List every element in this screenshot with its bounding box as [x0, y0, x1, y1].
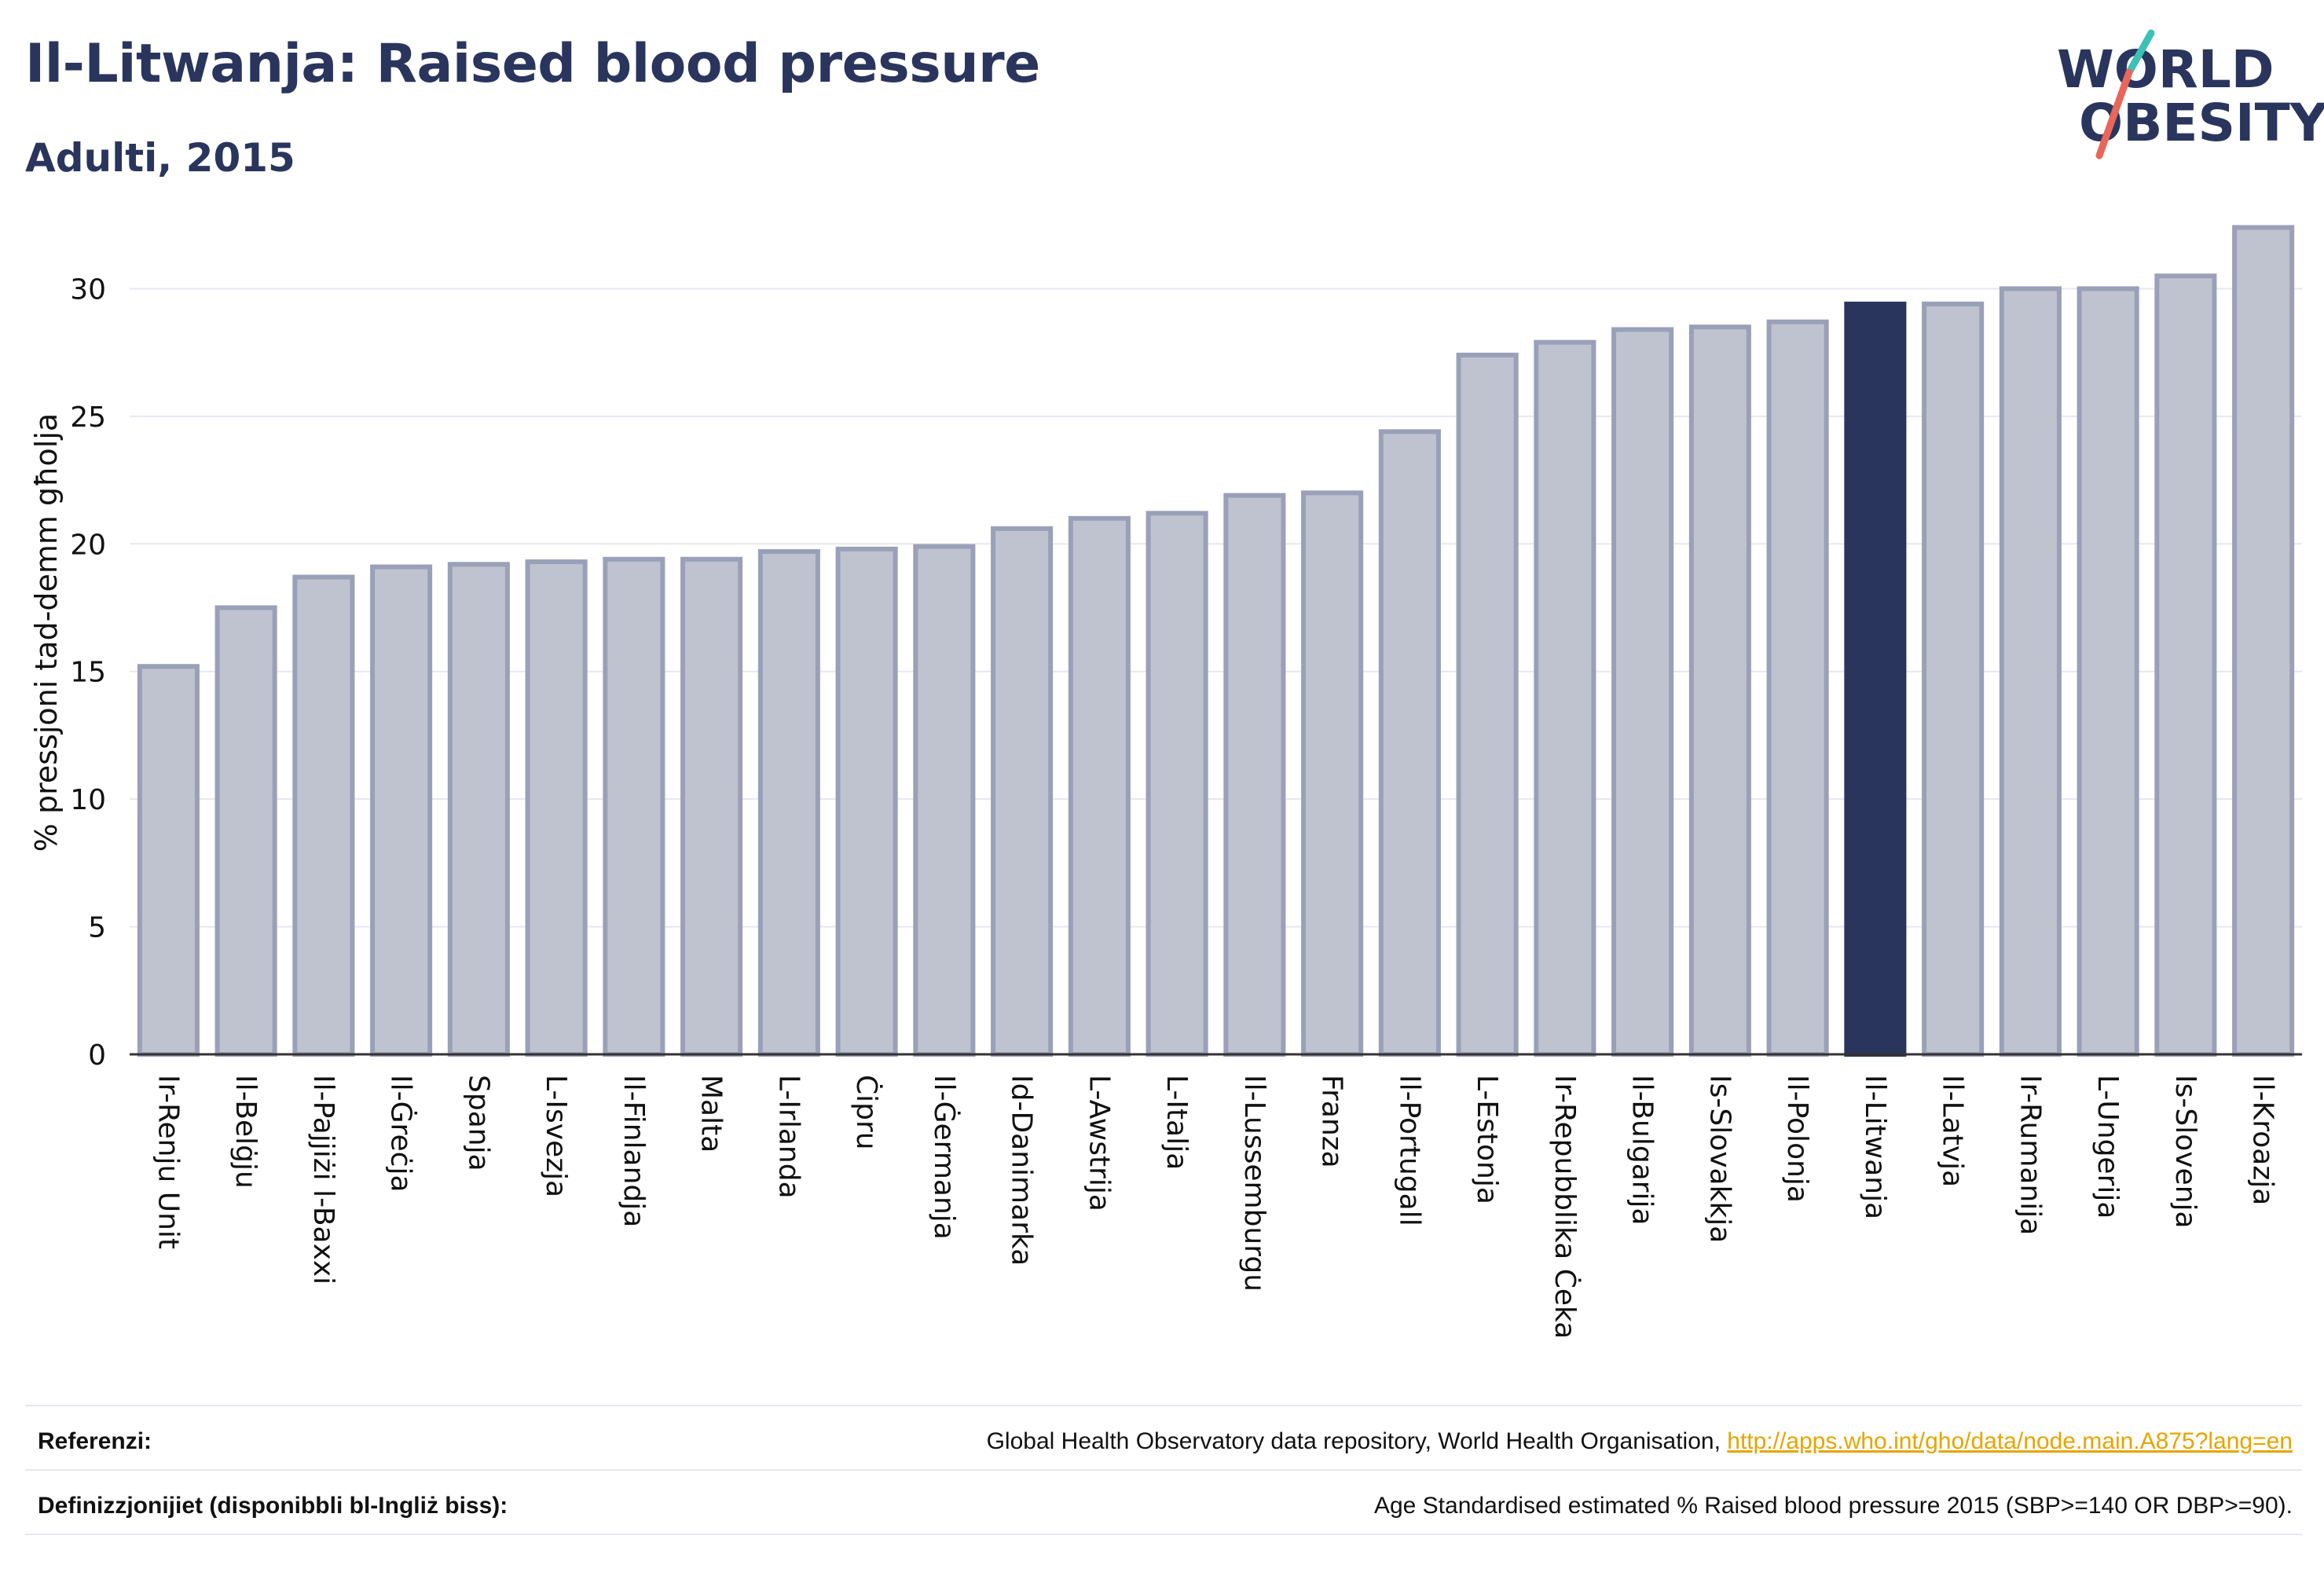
logo-slash-icon	[2095, 29, 2155, 159]
bar-27[interactable]	[2232, 225, 2295, 1057]
x-tick-label: L-Irlanda	[772, 1075, 805, 1199]
bar-25[interactable]	[2077, 286, 2139, 1057]
x-tick-label: Malta	[695, 1075, 728, 1153]
y-axis-label: % pressjoni tad-demm għolja	[29, 413, 64, 852]
bar-3[interactable]	[370, 564, 433, 1057]
bar-20[interactable]	[1688, 324, 1751, 1057]
x-tick-label: L-Italja	[1160, 1075, 1193, 1170]
footer-divider-middle	[25, 1469, 2302, 1471]
bar-4[interactable]	[447, 562, 510, 1057]
y-tick-label: 25	[70, 401, 106, 434]
x-tick-label: L-Estonja	[1471, 1075, 1503, 1204]
references-link[interactable]: http://apps.who.int/gho/data/node.main.A…	[1727, 1428, 2293, 1454]
x-tick-label: L-Isvezja	[540, 1075, 572, 1197]
y-tick-label: 5	[88, 912, 106, 944]
x-tick-label: Il-Ġermanja	[928, 1075, 961, 1240]
definitions-text: Age Standardised estimated % Raised bloo…	[1373, 1493, 2293, 1519]
bar-chart: 0 5 10 15 20 25 30 Ir-Renju Unit Il-Belġju Il-Paj…	[29, 225, 2302, 1339]
chart-subtitle: Adulti, 2015	[25, 135, 295, 181]
y-tick-label: 10	[70, 784, 106, 816]
bar-17[interactable]	[1456, 352, 1519, 1057]
bar-9[interactable]	[835, 546, 898, 1057]
bar-13[interactable]	[1146, 511, 1208, 1057]
x-tick-label: Ir-Renju Unit	[152, 1075, 184, 1249]
bar-14[interactable]	[1223, 493, 1286, 1057]
bar-2[interactable]	[292, 574, 355, 1057]
references-label: Referenzi:	[38, 1428, 152, 1454]
x-tick-label: L-Ungerija	[2091, 1075, 2124, 1219]
definitions-label: Definizzjonijiet (disponibbli bl-Ingliż …	[38, 1493, 508, 1519]
y-tick-label: 15	[70, 657, 106, 689]
x-tick-label: Ċipru	[850, 1075, 883, 1150]
x-tick-label: Il-Finlandja	[618, 1075, 650, 1227]
x-tick-label: Franza	[1316, 1075, 1348, 1168]
x-tick-label: Il-Latvja	[1937, 1075, 1969, 1187]
axes: 0 5 10 15 20 25 30 Ir-Renju Unit Il-Belġju Il-Paj…	[70, 273, 2302, 1339]
x-tick-label: Il-Pajjiżi l-Baxxi	[307, 1075, 339, 1285]
bar-24[interactable]	[1999, 286, 2062, 1057]
bar-5[interactable]	[525, 559, 588, 1057]
x-tick-label: Is-Slovakkja	[1703, 1075, 1736, 1243]
bar-26[interactable]	[2154, 273, 2217, 1057]
bar-7[interactable]	[680, 556, 743, 1057]
bar-18[interactable]	[1534, 339, 1596, 1057]
bar-22[interactable]	[1844, 301, 1907, 1057]
bar-23[interactable]	[1922, 301, 1985, 1057]
bar-1[interactable]	[214, 605, 277, 1057]
y-tick-label: 20	[70, 529, 106, 561]
bar-19[interactable]	[1611, 327, 1674, 1057]
bar-10[interactable]	[913, 544, 976, 1057]
x-tick-label: Ir-Repubblika Ċeka	[1549, 1075, 1582, 1339]
x-tick-label: Spanja	[462, 1075, 494, 1171]
y-tick-label: 30	[70, 273, 106, 306]
x-tick-label: Ir-Rumanija	[2014, 1075, 2046, 1235]
bar-12[interactable]	[1068, 515, 1131, 1057]
bar-16[interactable]	[1378, 429, 1441, 1057]
bar-21[interactable]	[1766, 319, 1829, 1057]
bar-15[interactable]	[1301, 490, 1364, 1057]
footer-divider-bottom	[25, 1534, 2302, 1535]
x-tick-label: Is-Slovenja	[2169, 1075, 2201, 1229]
x-tick-label: Il-Polonja	[1781, 1075, 1813, 1203]
chart-title: Il-Litwanja: Raised blood pressure	[25, 33, 1040, 95]
x-tick-label: Il-Kroazja	[2247, 1075, 2279, 1205]
x-tick-label: Il-Bulgarija	[1626, 1075, 1659, 1226]
x-tick-label: Il-Ġreċja	[385, 1075, 418, 1193]
y-tick-label: 0	[88, 1039, 106, 1072]
bars	[137, 225, 2295, 1057]
x-tick-label: Il-Belġju	[229, 1075, 262, 1189]
x-tick-label: Il-Lussemburgu	[1238, 1075, 1270, 1292]
bar-11[interactable]	[991, 526, 1054, 1057]
logo-line-1: WORLD	[2057, 39, 2275, 100]
bar-6[interactable]	[603, 556, 665, 1057]
x-tick-label: Id-Danimarka	[1006, 1075, 1038, 1266]
world-obesity-logo: WORLD OBESITY	[2051, 24, 2324, 165]
bar-0[interactable]	[137, 664, 200, 1057]
footer-divider-top	[25, 1405, 2302, 1406]
bar-8[interactable]	[757, 549, 820, 1057]
x-tick-label: Il-Litwanja	[1859, 1075, 1891, 1219]
x-tick-label: Il-Portugall	[1393, 1075, 1425, 1226]
references-source: Global Health Observatory data repositor…	[986, 1428, 1728, 1454]
references-text: Global Health Observatory data repositor…	[987, 1428, 2293, 1455]
x-tick-label: L-Awstrija	[1083, 1075, 1115, 1211]
